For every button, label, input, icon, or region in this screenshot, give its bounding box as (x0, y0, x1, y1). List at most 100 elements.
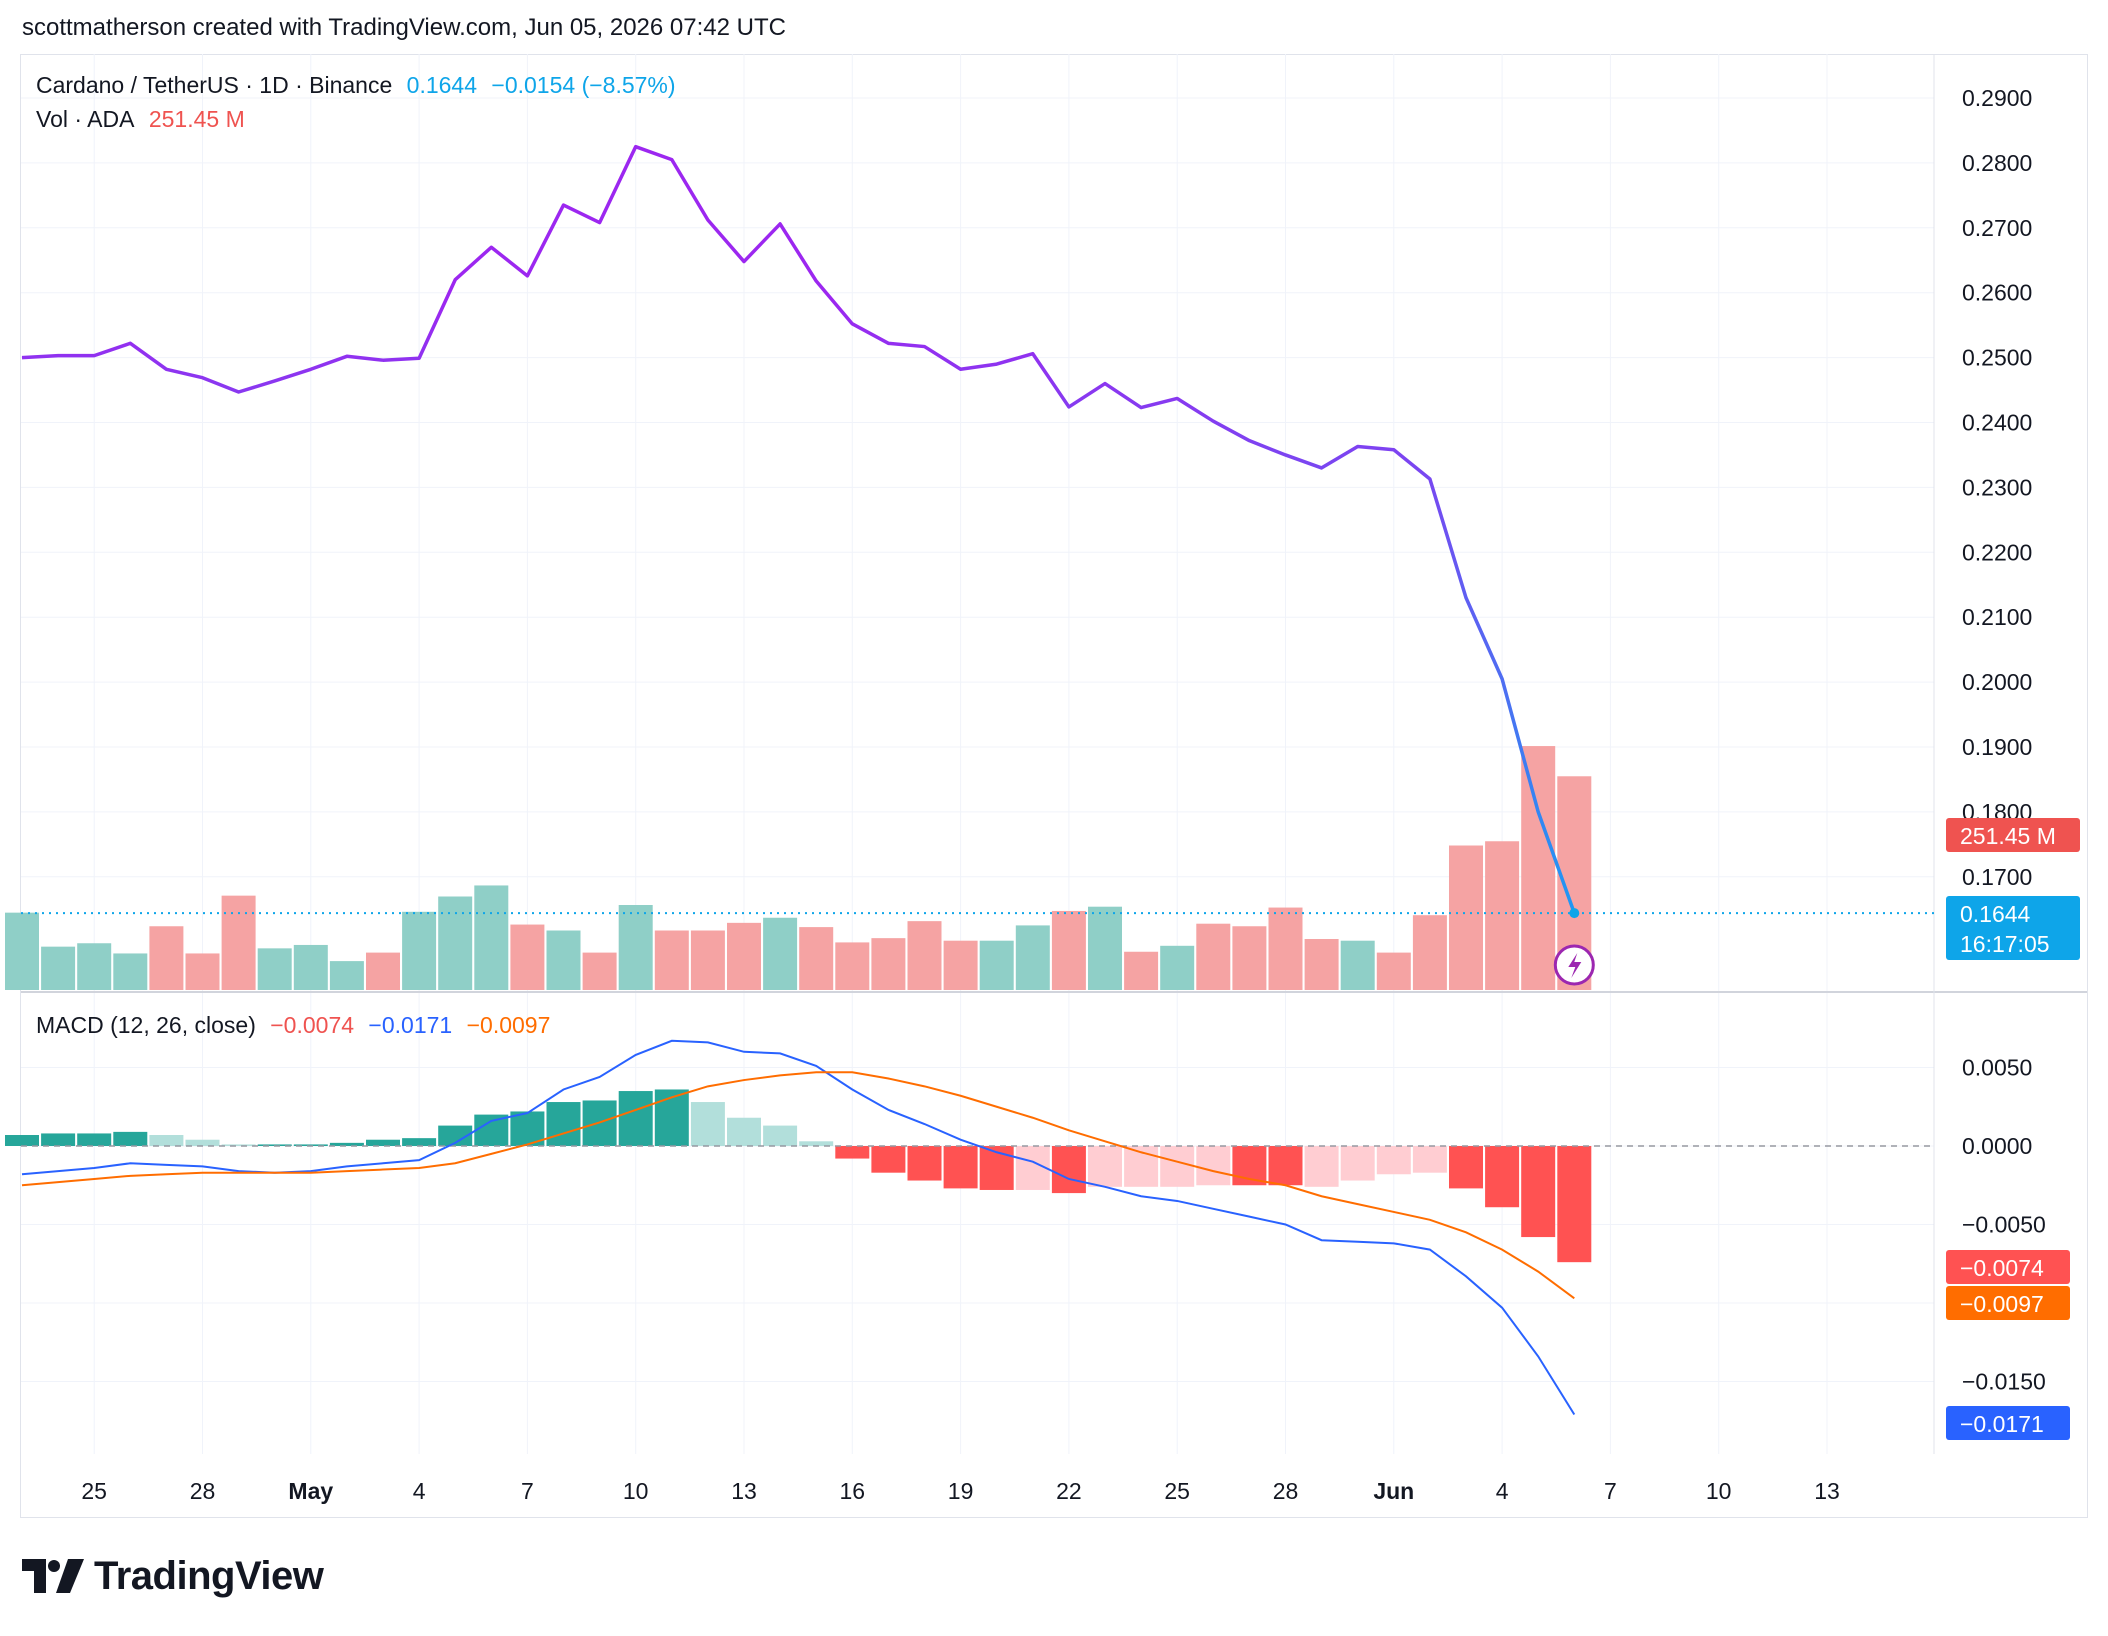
macd-histogram-bar (907, 1146, 942, 1181)
time-axis-label: 4 (1496, 1478, 1509, 1504)
time-axis-label: 28 (1273, 1478, 1299, 1504)
volume-bar (1124, 951, 1159, 990)
macd-signal-badge-bg (1946, 1286, 2070, 1320)
macd-title[interactable]: MACD (12, 26, close) (36, 1012, 256, 1038)
last-price-badge: 0.1644 16:17:05 (1946, 896, 2080, 960)
volume-title[interactable]: Vol · ADA (36, 106, 135, 132)
price-axis-label: 0.2900 (1962, 85, 2032, 111)
macd-signal-badge: −0.0097 (1946, 1286, 2070, 1320)
volume-bar (546, 930, 581, 990)
macd-histogram-bar (366, 1139, 400, 1146)
time-axis-label: 16 (840, 1478, 866, 1504)
macd-histogram-bar (1521, 1146, 1556, 1238)
volume-bar (1340, 940, 1375, 990)
macd-histogram-bar (1485, 1146, 1520, 1208)
macd-histogram-bar (185, 1139, 220, 1146)
macd-value-badge-bg (1946, 1406, 2070, 1440)
macd-histogram-bar (690, 1102, 725, 1146)
volume-bar (402, 911, 437, 990)
last-price-dot (1569, 908, 1580, 919)
price-axis-label: 0.1700 (1962, 864, 2032, 890)
macd-histogram-bar (1449, 1146, 1483, 1189)
price-axis-label: 0.2300 (1962, 474, 2032, 500)
volume-bar (763, 917, 798, 990)
macd-histogram-badge-text: −0.0074 (1960, 1255, 2044, 1281)
macd-histogram-bar (438, 1125, 473, 1146)
time-axis-label: 22 (1056, 1478, 1082, 1504)
macd-histogram-bar (1340, 1146, 1375, 1181)
macd-histogram-bar (293, 1144, 328, 1146)
volume-bar (690, 930, 725, 990)
price-axis-label: 0.2700 (1962, 215, 2032, 241)
macd-histogram-bar (654, 1089, 689, 1146)
price-axis-label: 0.2500 (1962, 345, 2032, 371)
volume-bar (979, 940, 1014, 990)
volume-bar (329, 961, 364, 990)
volume-bar (1485, 841, 1520, 990)
macd-histogram-bar (5, 1135, 39, 1146)
price-axis-label: 0.2400 (1962, 410, 2032, 436)
macd-axis-label: 0.0000 (1962, 1133, 2032, 1159)
macd-axis-label: −0.0050 (1962, 1212, 2046, 1238)
price-axis-label: 0.1900 (1962, 734, 2032, 760)
macd-histogram-bar (1557, 1146, 1592, 1263)
macd-histogram-badge-bg (1946, 1250, 2070, 1284)
macd-histogram-bar (1160, 1146, 1195, 1187)
symbol-title[interactable]: Cardano / TetherUS · 1D · Binance (36, 72, 393, 98)
price-legend: Cardano / TetherUS · 1D · Binance 0.1644… (36, 72, 684, 99)
volume-bar (799, 927, 834, 990)
lightning-icon (1568, 953, 1582, 978)
macd-signal-badge-text: −0.0097 (1960, 1291, 2044, 1317)
macd-histogram-bar (329, 1142, 364, 1146)
macd-histogram-bar (979, 1146, 1014, 1190)
macd-line-value: −0.0171 (368, 1012, 453, 1038)
macd-axis-label: −0.0150 (1962, 1369, 2046, 1395)
last-price-badge-text: 0.1644 (1960, 901, 2031, 927)
chart-frame[interactable] (20, 54, 2088, 1518)
macd-histogram-bar (257, 1144, 292, 1146)
macd-histogram-bar (1196, 1146, 1231, 1186)
time-axis-label: 13 (1814, 1478, 1840, 1504)
price-axis-label: 0.2100 (1962, 604, 2032, 630)
time-axis-label: 7 (1604, 1478, 1617, 1504)
macd-histogram-bar (835, 1146, 870, 1159)
volume-bar (1051, 910, 1086, 990)
time-axis-label: 25 (1164, 1478, 1190, 1504)
macd-legend: MACD (12, 26, close) −0.0074 −0.0171 −0.… (36, 1012, 558, 1039)
tradingview-logo[interactable]: TradingView (22, 1554, 324, 1598)
volume-badge: 251.45 M (1946, 818, 2080, 852)
volume-bar (1196, 923, 1231, 990)
price-axis-label: 0.2600 (1962, 280, 2032, 306)
volume-bar (1449, 845, 1483, 990)
volume-bar (1304, 939, 1339, 990)
volume-bar (835, 942, 870, 990)
macd-histogram-bar (113, 1131, 148, 1146)
volume-bar (474, 885, 509, 990)
volume-bar (943, 940, 978, 990)
volume-bar (1015, 925, 1050, 990)
macd-histogram-bar (1088, 1146, 1122, 1187)
signal-line (21, 1071, 1575, 1300)
macd-histogram-bar (1304, 1146, 1339, 1187)
macd-histogram-bar (1051, 1146, 1086, 1194)
macd-signal-value: −0.0097 (466, 1012, 551, 1038)
macd-axis-label: 0.0050 (1962, 1055, 2032, 1081)
macd-histogram-bar (799, 1141, 834, 1146)
macd-histogram-bar (1412, 1146, 1447, 1173)
time-axis-label: 4 (413, 1478, 426, 1504)
volume-bar (1521, 746, 1556, 990)
volume-bar (257, 948, 292, 990)
time-axis-label: 13 (731, 1478, 757, 1504)
volume-bar (1376, 952, 1411, 990)
price-axis-label: 0.2200 (1962, 539, 2032, 565)
time-axis-label: 7 (521, 1478, 534, 1504)
price-change-value: −0.0154 (−8.57%) (491, 72, 676, 98)
volume-value: 251.45 M (148, 106, 245, 132)
last-price-value: 0.1644 (406, 72, 478, 98)
macd-histogram-bar (402, 1138, 437, 1146)
volume-bar (41, 946, 76, 990)
volume-bar (510, 924, 545, 990)
volume-bar (1412, 915, 1447, 990)
macd-histogram-value: −0.0074 (270, 1012, 355, 1038)
